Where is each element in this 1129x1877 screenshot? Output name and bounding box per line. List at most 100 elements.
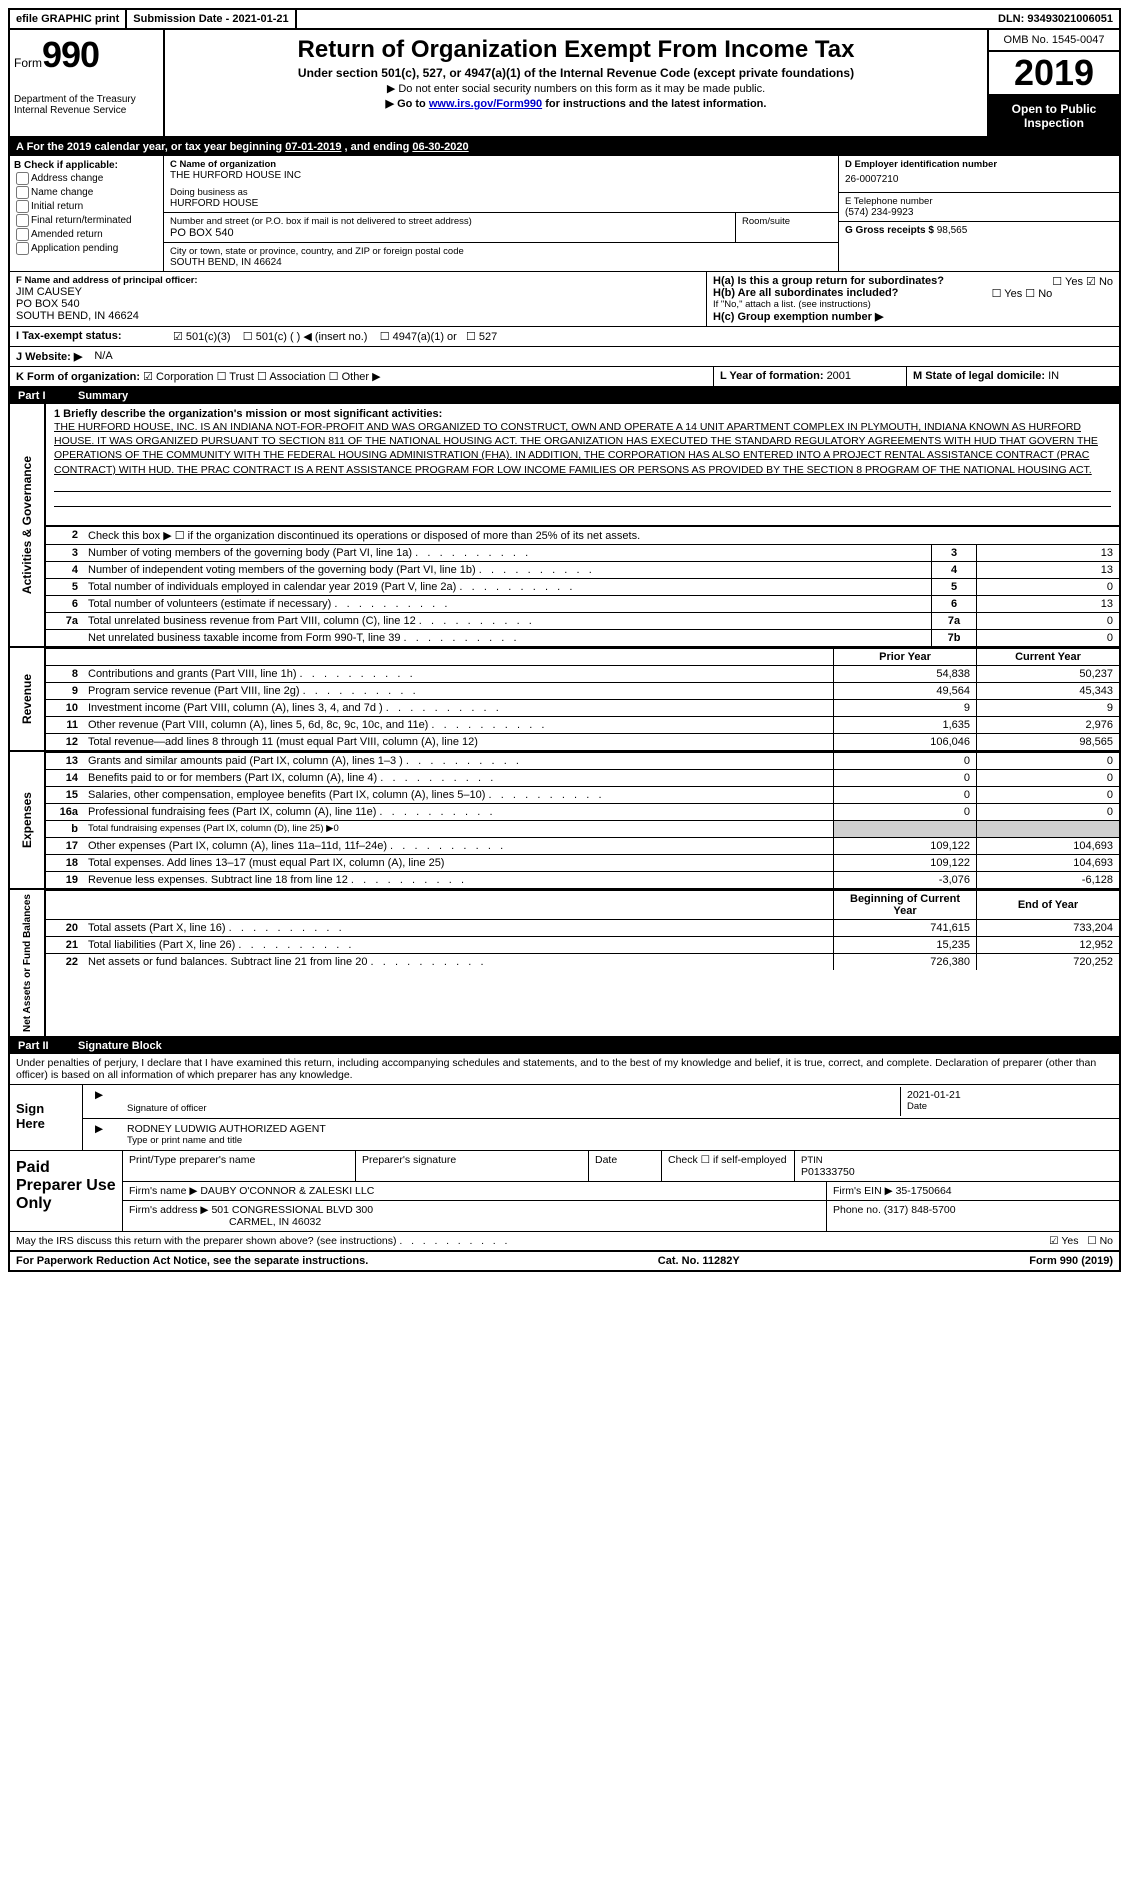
box-l: L Year of formation: 2001	[713, 367, 906, 386]
discuss-answer: Yes No	[947, 1232, 1119, 1250]
chk-name[interactable]: Name change	[14, 186, 159, 199]
exp-section: Expenses 13Grants and similar amounts pa…	[10, 752, 1119, 890]
street-row: Number and street (or P.O. box if mail i…	[164, 213, 838, 243]
chk-initial[interactable]: Initial return	[14, 200, 159, 213]
org-name-lbl: C Name of organization	[170, 159, 832, 170]
i-527[interactable]: 527	[466, 331, 497, 343]
table-row: 19Revenue less expenses. Subtract line 1…	[46, 871, 1119, 888]
box-deg: D Employer identification number 26-0007…	[839, 156, 1119, 271]
chk-amended[interactable]: Amended return	[14, 228, 159, 241]
firm-ein: 35-1750664	[896, 1185, 952, 1197]
box-b-label: B Check if applicable:	[14, 160, 159, 171]
note-link: ▶ Go to www.irs.gov/Form990 for instruct…	[173, 97, 979, 110]
k-assoc[interactable]: Association	[257, 371, 326, 383]
room-cell: Room/suite	[736, 213, 838, 242]
firm-name-cell: Firm's name ▶ DAUBY O'CONNOR & ZALESKI L…	[123, 1182, 827, 1200]
city-cell: City or town, state or province, country…	[164, 243, 838, 271]
discuss-yes[interactable]: Yes	[1049, 1235, 1078, 1247]
k-trust[interactable]: Trust	[217, 371, 254, 383]
i-501c3[interactable]: 501(c)(3)	[173, 331, 231, 343]
box-h: H(a) Is this a group return for subordin…	[707, 272, 1119, 326]
period-row: A For the 2019 calendar year, or tax yea…	[10, 138, 1119, 156]
table-row: 4Number of independent voting members of…	[46, 561, 1119, 578]
l-lbl: L Year of formation:	[720, 370, 827, 382]
submission-cell: Submission Date - 2021-01-21	[127, 10, 296, 28]
firm-addr2: CARMEL, IN 46032	[129, 1216, 820, 1228]
table-row: 13Grants and similar amounts paid (Part …	[46, 752, 1119, 769]
i-501c[interactable]: 501(c) ( ) ◀ (insert no.)	[243, 331, 368, 343]
footer-right: Form 990 (2019)	[1029, 1255, 1113, 1267]
note2-pre: ▶ Go to	[386, 98, 429, 110]
irs-link[interactable]: www.irs.gov/Form990	[429, 98, 542, 110]
firm-ein-cell: Firm's EIN ▶ 35-1750664	[827, 1182, 1119, 1200]
ein: 26-0007210	[845, 170, 1113, 189]
table-row: 15Salaries, other compensation, employee…	[46, 786, 1119, 803]
ha-yes[interactable]: Yes	[1052, 276, 1083, 288]
omb-number: OMB No. 1545-0047	[989, 30, 1119, 52]
chk-final[interactable]: Final return/terminated	[14, 214, 159, 227]
chk-address[interactable]: Address change	[14, 172, 159, 185]
blank-3	[54, 507, 1111, 521]
k-corp[interactable]: Corporation	[143, 371, 213, 383]
na-side: Net Assets or Fund Balances	[10, 890, 46, 1036]
sig-name-lbl: Type or print name and title	[127, 1135, 1107, 1146]
hc-lbl: H(c) Group exemption number ▶	[713, 310, 1113, 323]
k-other[interactable]: Other ▶	[329, 371, 381, 383]
ha-row: H(a) Is this a group return for subordin…	[713, 275, 1113, 287]
m-lbl: M State of legal domicile:	[913, 370, 1048, 382]
table-row: Net unrelated business taxable income fr…	[46, 629, 1119, 646]
box-m: M State of legal domicile: IN	[906, 367, 1119, 386]
table-row: bTotal fundraising expenses (Part IX, co…	[46, 820, 1119, 837]
officer-name: JIM CAUSEY	[16, 286, 700, 298]
discuss-no[interactable]: No	[1087, 1235, 1113, 1247]
header-center: Return of Organization Exempt From Incom…	[165, 30, 987, 136]
mission-text: THE HURFORD HOUSE, INC. IS AN INDIANA NO…	[54, 420, 1111, 477]
part2-num: Part II	[18, 1040, 78, 1052]
row-j: J Website: ▶ N/A	[10, 347, 1119, 367]
rev-label: Revenue	[18, 670, 36, 728]
ag-section: Activities & Governance 1 Briefly descri…	[10, 404, 1119, 648]
top-bar: efile GRAPHIC print Submission Date - 20…	[10, 10, 1119, 30]
period-begin: 07-01-2019	[285, 141, 341, 153]
sign-here-row: Sign Here ▶ Signature of officer 2021-01…	[10, 1085, 1119, 1151]
header-left: Form990 Department of the Treasury Inter…	[10, 30, 165, 136]
org-name: THE HURFORD HOUSE INC	[170, 170, 832, 181]
exp-table: 13Grants and similar amounts paid (Part …	[46, 752, 1119, 888]
table-row: 8Contributions and grants (Part VIII, li…	[46, 665, 1119, 682]
part1-num: Part I	[18, 390, 78, 402]
officer-street: PO BOX 540	[16, 298, 700, 310]
hb-lbl: H(b) Are all subordinates included?	[713, 287, 898, 299]
ag-label: Activities & Governance	[18, 452, 36, 598]
street-lbl: Number and street (or P.O. box if mail i…	[170, 216, 729, 227]
ha-no[interactable]: No	[1086, 276, 1113, 288]
part1-header: Part I Summary	[10, 388, 1119, 404]
hb-no[interactable]: No	[1025, 288, 1052, 300]
prep-name-lbl: Print/Type preparer's name	[123, 1151, 356, 1181]
hb-yes[interactable]: Yes	[992, 288, 1023, 300]
discuss-q: May the IRS discuss this return with the…	[10, 1232, 947, 1250]
part2-header: Part II Signature Block	[10, 1038, 1119, 1054]
chk-pending[interactable]: Application pending	[14, 242, 159, 255]
firm-ein-lbl: Firm's EIN ▶	[833, 1185, 896, 1197]
row-klm: K Form of organization: Corporation Trus…	[10, 367, 1119, 388]
footer: For Paperwork Reduction Act Notice, see …	[10, 1252, 1119, 1270]
sig-line-2: ▶ RODNEY LUDWIG AUTHORIZED AGENT Type or…	[83, 1119, 1119, 1150]
tel: (574) 234-9923	[845, 207, 1113, 218]
tel-lbl: E Telephone number	[845, 196, 1113, 207]
j-lbl: J Website: ▶	[10, 347, 88, 366]
table-row: 3Number of voting members of the governi…	[46, 544, 1119, 561]
table-row: Beginning of Current YearEnd of Year	[46, 890, 1119, 919]
ha-answer: Yes No	[1052, 275, 1113, 288]
dept-treasury: Department of the Treasury Internal Reve…	[14, 94, 159, 116]
blank-2	[54, 492, 1111, 507]
box-g: G Gross receipts $ 98,565	[839, 222, 1119, 239]
k-lbl: K Form of organization:	[16, 371, 140, 383]
dba: HURFORD HOUSE	[170, 198, 832, 209]
efile-label: efile GRAPHIC print	[10, 10, 127, 28]
signature-block: Under penalties of perjury, I declare th…	[10, 1054, 1119, 1252]
city: SOUTH BEND, IN 46624	[170, 257, 832, 268]
i-4947[interactable]: 4947(a)(1) or	[380, 331, 457, 343]
i-lbl: I Tax-exempt status:	[10, 327, 167, 346]
sig-officer-lbl: Signature of officer	[127, 1103, 894, 1114]
perjury: Under penalties of perjury, I declare th…	[10, 1054, 1119, 1085]
